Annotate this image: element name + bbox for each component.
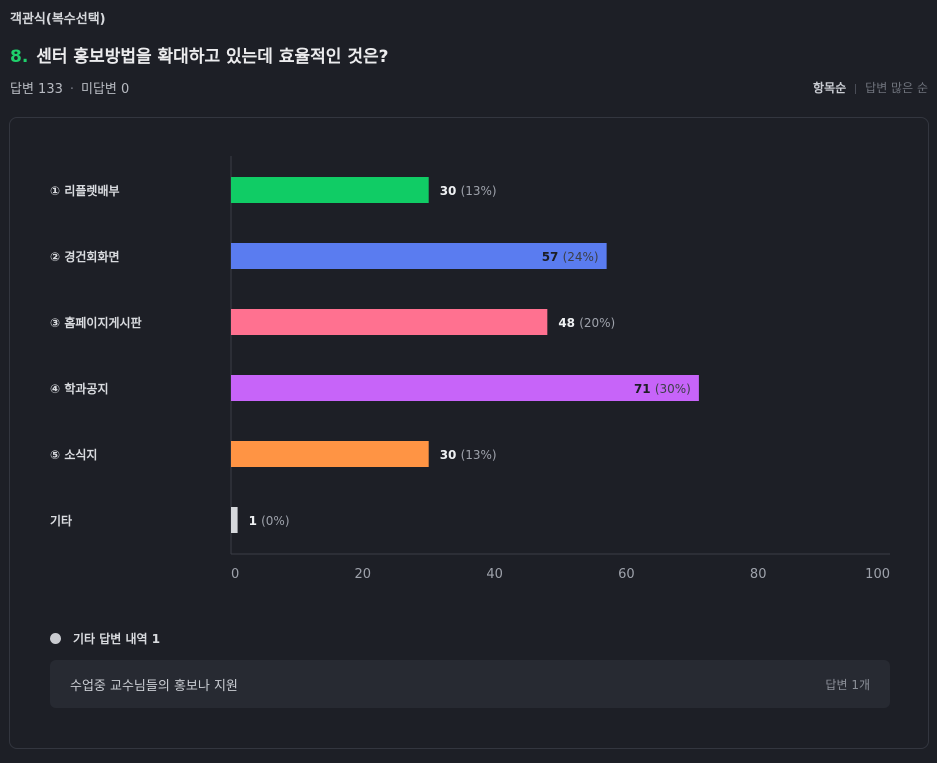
bar-value-label: 57 (24%): [542, 250, 599, 264]
category-label: ③ 홈페이지게시판: [50, 315, 142, 330]
etc-answer-row: 수업중 교수님들의 홍보나 지원 답변 1개: [50, 660, 890, 708]
category-label: ① 리플렛배부: [50, 183, 120, 198]
bar-chart: 0 20 40 60 80 100 ① 리플렛배부 30 (13%) ② 경건회화면 57 (24…: [50, 156, 890, 582]
sort-by-most-answers-button[interactable]: 답변 많은 순: [865, 81, 928, 95]
x-tick-label: 100: [865, 567, 890, 582]
bar: [231, 177, 429, 203]
bar-value-label: 30 (13%): [440, 184, 497, 198]
answered-count: 답변 133: [10, 82, 63, 97]
sort-separator: [855, 83, 857, 94]
question-number: 8.: [10, 47, 29, 67]
bar-value-label: 48 (20%): [558, 316, 615, 330]
question-title-text: 센터 홍보방법을 확대하고 있는데 효율적인 것은?: [36, 47, 389, 67]
result-card: 0 20 40 60 80 100 ① 리플렛배부 30 (13%) ② 경건회화면 57 (24…: [9, 117, 929, 749]
bar-value-label: 71 (30%): [634, 382, 691, 396]
x-tick-label: 40: [486, 567, 503, 582]
bar-value-label: 30 (13%): [440, 448, 497, 462]
etc-answers-title: 기타 답변 내역 1: [73, 632, 161, 646]
category-label: ② 경건회화면: [50, 249, 120, 264]
bar-value-label: 1 (0%): [249, 514, 290, 528]
bar: [231, 441, 429, 467]
x-tick-label: 80: [750, 567, 767, 582]
category-label: ⑤ 소식지: [50, 447, 97, 462]
category-label: ④ 학과공지: [50, 381, 109, 396]
category-label: 기타: [50, 513, 72, 528]
sort-by-item-button[interactable]: 항목순: [813, 81, 847, 95]
bar: [231, 507, 238, 533]
etc-bullet-icon: [50, 633, 61, 644]
question-type-label: 객관식(복수선택): [10, 12, 106, 27]
sort-toggle: 항목순 답변 많은 순: [813, 79, 928, 96]
etc-answer-count: 답변 1개: [825, 677, 870, 692]
etc-answer-text: 수업중 교수님들의 홍보나 지원: [70, 678, 238, 694]
x-tick-label: 60: [618, 567, 635, 582]
etc-answers-header: 기타 답변 내역 1: [50, 630, 160, 647]
bar: [231, 375, 699, 401]
separator-dot: ·: [69, 82, 75, 97]
unanswered-count: 미답변 0: [81, 82, 130, 97]
bar: [231, 243, 607, 269]
question-title: 8. 센터 홍보방법을 확대하고 있는데 효율적인 것은?: [10, 42, 388, 67]
bar: [231, 309, 548, 335]
response-counts: 답변 133 · 미답변 0: [10, 78, 129, 97]
x-tick-label: 20: [355, 567, 372, 582]
x-tick-label: 0: [231, 567, 239, 582]
